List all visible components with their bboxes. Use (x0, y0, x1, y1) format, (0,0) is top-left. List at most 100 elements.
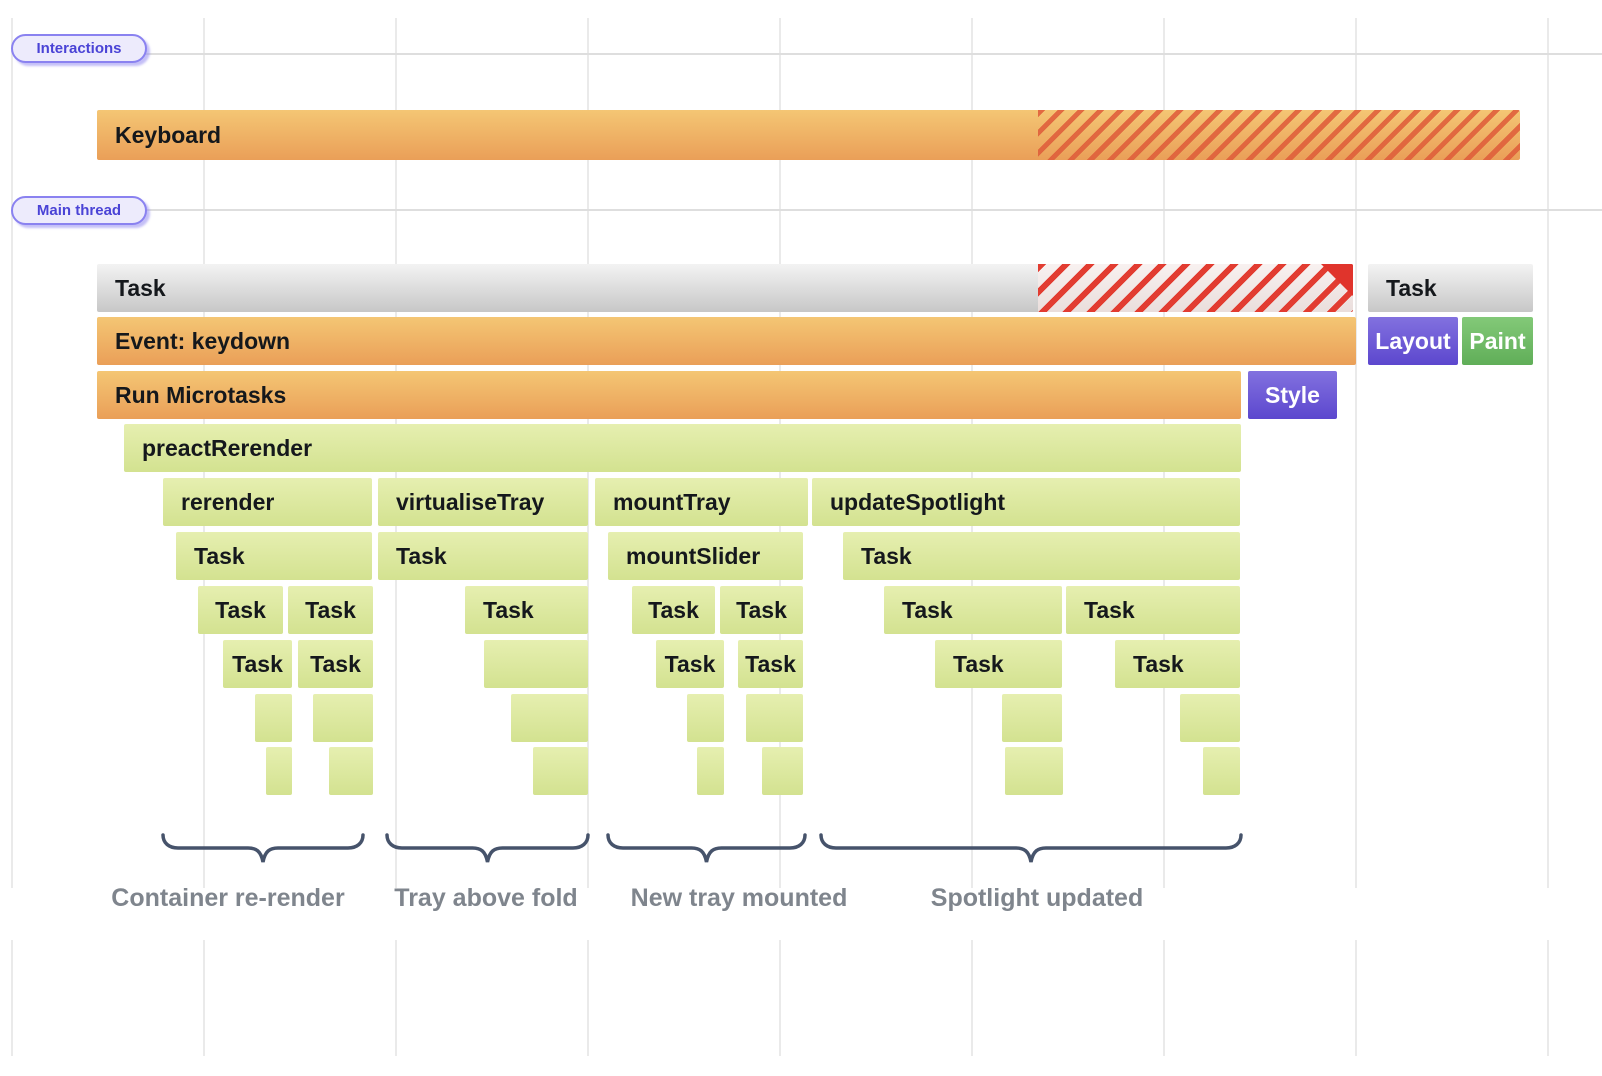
flame-bar-task[interactable]: Task (1066, 586, 1240, 634)
gridline-vertical (11, 940, 13, 1056)
annotation-brace (819, 833, 1243, 863)
annotation-brace-path (606, 833, 807, 863)
bar-label: updateSpotlight (830, 488, 1006, 515)
flame-bar-task[interactable]: Task (288, 586, 373, 634)
bar-label: Task (215, 596, 266, 623)
flame-bar-task[interactable]: Task (176, 532, 372, 580)
bar-label: mountSlider (626, 542, 761, 569)
red-hatch-pattern (1038, 264, 1353, 312)
flame-bar-event-keydown[interactable]: Event: keydown (97, 317, 1356, 365)
flame-bar-task[interactable]: Task (656, 640, 724, 688)
gridline-vertical (971, 940, 973, 1056)
flame-bar-unlabeled[interactable] (533, 747, 588, 795)
bar-label: Task (1084, 596, 1135, 623)
flame-bar-task[interactable]: Task (1115, 640, 1240, 688)
flame-bar-mountslider[interactable]: mountSlider (608, 532, 803, 580)
annotation-label-container-re-render: Container re-render (111, 884, 345, 912)
bar-label: Run Microtasks (115, 381, 287, 408)
bar-label: Event: keydown (115, 327, 291, 354)
red-corner-triangle (1321, 264, 1353, 296)
gridline-vertical (1355, 18, 1357, 888)
bar-label: Task (305, 596, 356, 623)
bar-label: Task (1133, 650, 1184, 677)
flame-bar-virtualisetray[interactable]: virtualiseTray (378, 478, 588, 526)
bar-label: Task (745, 650, 796, 677)
flame-bar-style[interactable]: Style (1248, 371, 1337, 419)
bar-label: Task (1386, 274, 1437, 301)
flame-bar-unlabeled[interactable] (313, 694, 373, 742)
flame-bar-preactrerender[interactable]: preactRerender (124, 424, 1241, 472)
bar-label: Task (396, 542, 447, 569)
orange-hatch-pattern (1038, 110, 1520, 160)
bar-label: Paint (1469, 327, 1526, 354)
flame-bar-unlabeled[interactable] (1005, 747, 1063, 795)
flame-bar-unlabeled[interactable] (511, 694, 588, 742)
annotation-brace (385, 833, 590, 863)
bar-label: Style (1265, 381, 1320, 408)
gridline-vertical (587, 940, 589, 1056)
annotation-label-spotlight-updated: Spotlight updated (930, 884, 1144, 912)
bar-label: Task (648, 596, 699, 623)
flame-bar-task[interactable]: Task (97, 264, 1353, 312)
bar-label: Task (232, 650, 283, 677)
bar-label: Task (861, 542, 912, 569)
bar-label: Task (194, 542, 245, 569)
gridline-vertical (1547, 940, 1549, 1056)
annotation-brace-path (161, 833, 365, 863)
gridline-horizontal (143, 209, 1602, 211)
flame-bar-task[interactable]: Task (884, 586, 1062, 634)
track-pill-interactions[interactable]: Interactions (11, 34, 147, 63)
flame-bar-layout[interactable]: Layout (1368, 317, 1458, 365)
bar-label: Task (736, 596, 787, 623)
annotation-label-new-tray-mounted: New tray mounted (630, 884, 848, 912)
annotation-brace (606, 833, 807, 863)
flame-bar-paint[interactable]: Paint (1462, 317, 1533, 365)
annotation-label-tray-above-fold: Tray above fold (394, 884, 578, 912)
flame-bar-unlabeled[interactable] (484, 640, 588, 688)
flame-bar-unlabeled[interactable] (1180, 694, 1240, 742)
bar-label: Task (483, 596, 534, 623)
flame-bar-unlabeled[interactable] (697, 747, 724, 795)
flame-bar-task[interactable]: Task (738, 640, 803, 688)
annotation-brace-path (385, 833, 590, 863)
flame-bar-unlabeled[interactable] (1002, 694, 1062, 742)
flame-bar-unlabeled[interactable] (1203, 747, 1240, 795)
track-pill-label: Main thread (36, 202, 122, 219)
flame-bar-keyboard[interactable]: Keyboard (97, 110, 1520, 160)
gridline-horizontal (143, 53, 1602, 55)
bar-label: Keyboard (115, 121, 222, 148)
flame-bar-run-microtasks[interactable]: Run Microtasks (97, 371, 1241, 419)
flame-bar-rerender[interactable]: rerender (163, 478, 372, 526)
flame-bar-task[interactable]: Task (378, 532, 588, 580)
flame-bar-updatespotlight[interactable]: updateSpotlight (812, 478, 1240, 526)
flame-bar-mounttray[interactable]: mountTray (595, 478, 808, 526)
flame-bar-unlabeled[interactable] (255, 694, 292, 742)
bar-label: Task (902, 596, 953, 623)
gridline-vertical (1355, 940, 1357, 1056)
bar-label: virtualiseTray (396, 488, 545, 515)
gridline-vertical (11, 18, 13, 888)
flame-bar-task[interactable]: Task (843, 532, 1240, 580)
track-pill-main-thread[interactable]: Main thread (11, 196, 147, 225)
flame-bar-task[interactable]: Task (198, 586, 283, 634)
gridline-vertical (395, 940, 397, 1056)
flame-bar-unlabeled[interactable] (746, 694, 803, 742)
flame-bar-unlabeled[interactable] (266, 747, 292, 795)
flame-bar-task[interactable]: Task (223, 640, 292, 688)
flame-bar-task[interactable]: Task (935, 640, 1062, 688)
flame-bar-unlabeled[interactable] (329, 747, 373, 795)
flame-bar-unlabeled[interactable] (762, 747, 803, 795)
flame-bar-task[interactable]: Task (465, 586, 588, 634)
bar-label: Task (115, 274, 166, 301)
flame-bar-task[interactable]: Task (720, 586, 803, 634)
gridline-vertical (1547, 18, 1549, 888)
bar-label: Task (664, 650, 716, 677)
bar-label: Layout (1375, 327, 1451, 354)
flame-bar-unlabeled[interactable] (687, 694, 724, 742)
bar-label: preactRerender (142, 434, 313, 461)
flame-bar-task[interactable]: Task (1368, 264, 1533, 312)
flame-bar-task[interactable]: Task (632, 586, 715, 634)
flame-bar-task[interactable]: Task (298, 640, 373, 688)
annotation-brace-path (819, 833, 1243, 863)
